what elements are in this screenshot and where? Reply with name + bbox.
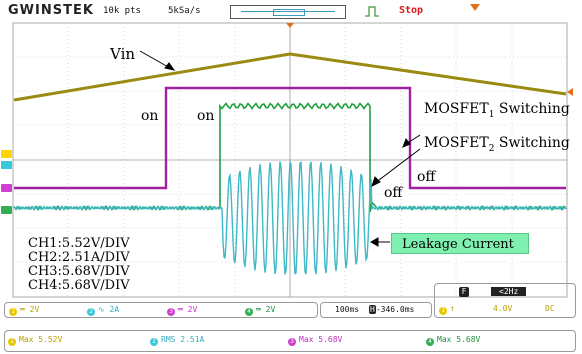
ch3-measurement: 3 Max 5.68V [288, 335, 342, 346]
mosfet1-switching-label: MOSFET1 Switching [424, 101, 570, 120]
top-status-bar: GWINSTEK 10k pts 5kSa/s Stop [0, 0, 582, 22]
ch3-scale: CH3:5.68V/DIV [28, 264, 130, 279]
trigger-marker-icon [470, 4, 480, 11]
leakage-current-label: Leakage Current [391, 233, 529, 254]
trigger-coupling: DC [545, 304, 555, 313]
off-annotation-mosfet1: off [417, 169, 436, 185]
ch1-measurement: 1 Max 5.52V [8, 335, 62, 346]
ch4-measurement: 4 Max 5.68V [426, 335, 480, 346]
ch1-vin-trace [13, 52, 567, 102]
channel-settings-bar: 1 ═ 2V 2 ∿ 2A 3 ═ 2V 4 ═ 2V [4, 302, 318, 318]
trigger-edge-icon [365, 6, 379, 17]
channel-markers [1, 150, 12, 214]
vin-annotation: Vin [110, 45, 136, 63]
measurement-bar [4, 330, 576, 352]
ch2-setting[interactable]: 2 ∿ 2A [87, 305, 119, 316]
ch1-setting[interactable]: 1 ═ 2V [9, 305, 39, 316]
on-annotation-mosfet2: on [197, 108, 215, 124]
trigger-source: 1 ↑ [439, 304, 455, 315]
trigger-indicator: F [459, 287, 469, 297]
record-length: 10k pts [103, 6, 141, 16]
sample-rate: 5kSa/s [168, 6, 201, 16]
ch3-setting[interactable]: 3 ═ 2V [167, 305, 197, 316]
channel-scale-list: CH1:5.52V/DIV CH2:2.51A/DIV CH3:5.68V/DI… [28, 237, 130, 293]
memory-bar [230, 5, 346, 19]
ch4-scale: CH4:5.68V/DIV [28, 278, 130, 293]
ch4-setting[interactable]: 4 ═ 2V [245, 305, 275, 316]
on-annotation-mosfet1: on [141, 108, 159, 124]
ch2-measurement: 2 RMS 2.51A [150, 335, 204, 346]
memory-window [273, 9, 305, 16]
bottom-status-area: 1 ═ 2V 2 ∿ 2A 3 ═ 2V 4 ═ 2V 100ms H-346.0ms … [0, 283, 582, 354]
trigger-level-marker [567, 88, 573, 96]
time-marker [286, 23, 294, 28]
horizontal-position: H-346.0ms [369, 305, 415, 314]
frequency-readout: <2Hz [491, 287, 527, 296]
off-annotation-mosfet2: off [384, 185, 403, 201]
timebase-box[interactable]: 100ms H-346.0ms [320, 302, 432, 318]
ch2-leakage-trace [13, 159, 567, 275]
trigger-level: 4.0V [493, 304, 513, 313]
ch2-scale: CH2:2.51A/DIV [28, 250, 130, 265]
ch1-scale: CH1:5.52V/DIV [28, 236, 130, 251]
trigger-box[interactable]: F <2Hz 1 ↑ 4.0V DC [434, 283, 576, 318]
ch3-mosfet1-trace [14, 86, 566, 190]
run-status: Stop [399, 5, 424, 16]
mosfet2-switching-label: MOSFET2 Switching [424, 135, 570, 154]
timebase-value: 100ms [335, 305, 360, 314]
brand-logo: GWINSTEK [8, 3, 94, 18]
